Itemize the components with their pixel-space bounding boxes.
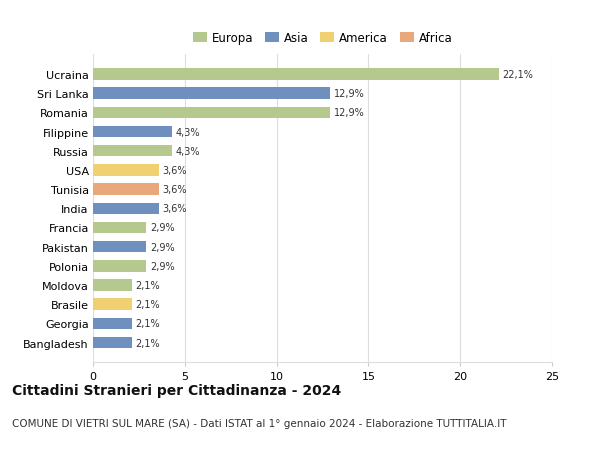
Text: 22,1%: 22,1% [502, 70, 533, 80]
Text: 3,6%: 3,6% [163, 166, 187, 175]
Text: 2,1%: 2,1% [135, 300, 160, 309]
Bar [93, 280, 131, 291]
Text: 12,9%: 12,9% [334, 89, 364, 99]
Bar [93, 261, 146, 272]
Bar [93, 107, 330, 119]
Text: 2,9%: 2,9% [150, 261, 175, 271]
Bar [93, 184, 159, 196]
Legend: Europa, Asia, America, Africa: Europa, Asia, America, Africa [188, 27, 457, 50]
Bar [93, 127, 172, 138]
Bar [93, 146, 172, 157]
Bar [93, 318, 131, 330]
Bar [93, 69, 499, 80]
Text: 2,1%: 2,1% [135, 319, 160, 329]
Bar [93, 88, 330, 100]
Text: 12,9%: 12,9% [334, 108, 364, 118]
Text: 2,1%: 2,1% [135, 280, 160, 291]
Bar [93, 299, 131, 310]
Bar [93, 203, 159, 215]
Text: 3,6%: 3,6% [163, 204, 187, 214]
Bar [93, 241, 146, 253]
Text: 3,6%: 3,6% [163, 185, 187, 195]
Bar [93, 222, 146, 234]
Text: 2,9%: 2,9% [150, 242, 175, 252]
Text: Cittadini Stranieri per Cittadinanza - 2024: Cittadini Stranieri per Cittadinanza - 2… [12, 383, 341, 397]
Bar [93, 165, 159, 176]
Bar [93, 337, 131, 349]
Text: 2,9%: 2,9% [150, 223, 175, 233]
Text: 4,3%: 4,3% [176, 127, 200, 137]
Text: COMUNE DI VIETRI SUL MARE (SA) - Dati ISTAT al 1° gennaio 2024 - Elaborazione TU: COMUNE DI VIETRI SUL MARE (SA) - Dati IS… [12, 418, 506, 428]
Text: 4,3%: 4,3% [176, 146, 200, 157]
Text: 2,1%: 2,1% [135, 338, 160, 348]
